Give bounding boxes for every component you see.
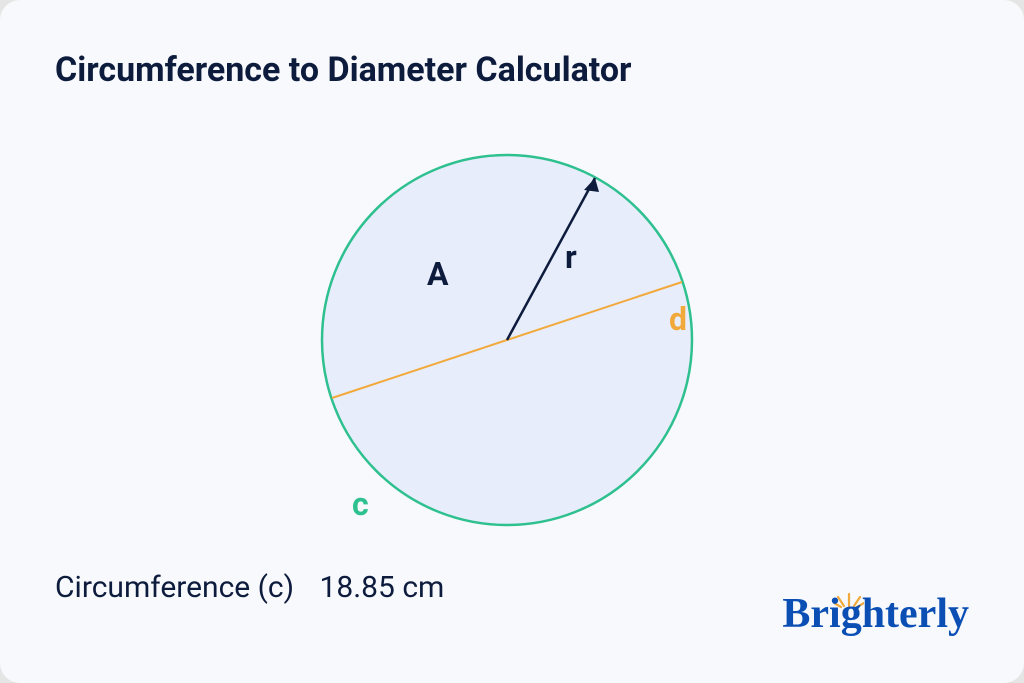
- result-value: 18.85 cm: [320, 570, 445, 605]
- logo-text: Brighterly: [782, 591, 969, 637]
- geometry-svg: A r d c: [277, 130, 747, 550]
- calculator-card: Circumference to Diameter Calculator A r…: [0, 0, 1024, 683]
- label-diameter: d: [669, 300, 687, 338]
- circumference-result: Circumference (c) 18.85 cm: [55, 570, 444, 605]
- brand-logo: Brighterly: [782, 590, 969, 638]
- result-label: Circumference (c): [55, 570, 294, 605]
- label-circumference: c: [352, 485, 369, 523]
- circle-diagram: A r d c: [55, 120, 969, 560]
- page-title: Circumference to Diameter Calculator: [55, 50, 969, 90]
- label-radius: r: [565, 238, 577, 276]
- label-area: A: [427, 255, 449, 293]
